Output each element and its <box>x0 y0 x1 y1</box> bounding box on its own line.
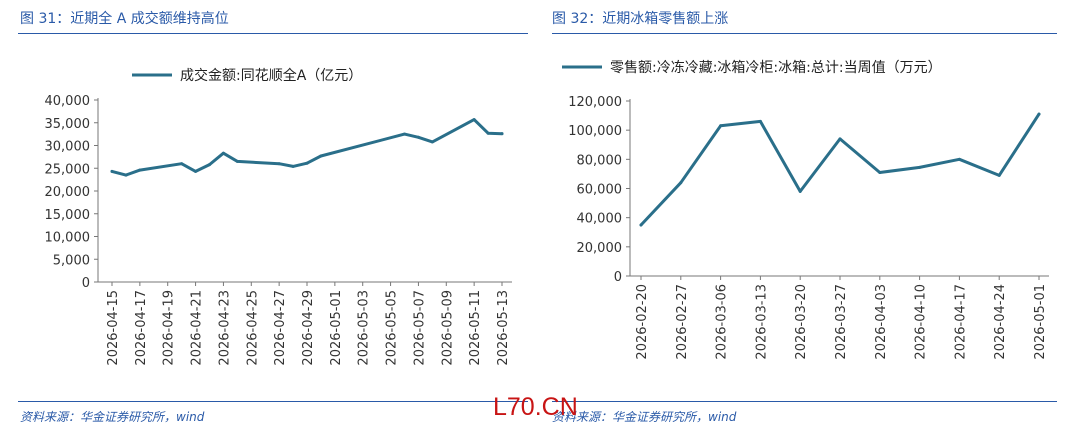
data-point <box>110 169 114 173</box>
x-tick-label: 2026-03-06 <box>715 284 730 360</box>
x-tick-label: 2026-04-15 <box>106 290 121 366</box>
x-tick-label: 2026-02-20 <box>635 284 650 360</box>
x-tick-label: 2026-04-17 <box>134 290 149 366</box>
y-tick-label: 80,000 <box>577 153 623 168</box>
watermark-text: L70.CN <box>493 393 578 421</box>
y-tick-label: 0 <box>82 276 90 291</box>
y-tick-label: 40,000 <box>577 212 623 227</box>
y-tick-label: 25,000 <box>45 162 91 177</box>
x-tick-label: 2026-04-24 <box>993 284 1008 360</box>
y-tick-label: 120,000 <box>568 95 622 110</box>
left-figure: 图 31：近期全 A 成交额维持高位 成交金额:同花顺全A（亿元） 40,000 3… <box>0 0 530 405</box>
y-tick-label: 100,000 <box>568 124 622 139</box>
right-source-note: 资料来源：华金证券研究所，wind <box>552 410 737 424</box>
data-point <box>221 151 225 155</box>
x-tick-label: 2026-04-27 <box>273 290 288 366</box>
data-point <box>472 118 476 122</box>
y-tick-label: 10,000 <box>45 231 91 246</box>
data-point <box>235 159 239 163</box>
data-point <box>291 164 295 168</box>
data-point <box>138 168 142 172</box>
data-point <box>639 223 643 227</box>
data-point <box>500 132 504 136</box>
left-chart: 成交金额:同花顺全A（亿元） 40,000 35,000 30,000 25,000 20… <box>45 67 512 366</box>
right-source-rule <box>552 401 1057 402</box>
right-figure: 图 32：近期冰箱零售额上涨 零售额:冷冻冷藏:冰箱冷柜:冰箱:总计:当周值（万… <box>552 0 1080 405</box>
legend-label: 成交金额:同花顺全A（亿元） <box>180 67 362 84</box>
x-tick-label: 2026-05-05 <box>385 290 400 366</box>
data-point <box>305 161 309 165</box>
data-point <box>416 135 420 139</box>
data-point <box>403 132 406 136</box>
data-point <box>124 173 128 177</box>
data-point <box>878 170 882 174</box>
x-tick-label: 2026-04-19 <box>162 290 177 366</box>
left-source-rule <box>18 401 528 402</box>
x-tick-label: 2026-04-17 <box>953 284 968 360</box>
data-point <box>997 173 1001 177</box>
data-point <box>1037 112 1041 116</box>
y-tick-label: 20,000 <box>45 185 91 200</box>
right-title-rule <box>552 33 1057 34</box>
y-tick-label: 30,000 <box>45 140 91 155</box>
x-tick-label: 2026-04-03 <box>874 284 889 360</box>
data-point <box>208 163 211 167</box>
left-title-rule <box>18 33 528 34</box>
x-tick-label: 2026-05-01 <box>1033 284 1048 360</box>
y-tick-label: 60,000 <box>577 183 623 198</box>
x-tick-label: 2026-03-13 <box>754 284 769 360</box>
data-point <box>719 124 723 128</box>
y-tick-label: 0 <box>614 270 622 285</box>
y-tick-label: 20,000 <box>577 241 623 256</box>
y-tick-label: 5,000 <box>53 253 90 268</box>
data-point <box>838 137 842 141</box>
data-point <box>957 157 961 161</box>
series-line <box>639 112 1041 227</box>
x-tick-label: 2026-05-13 <box>496 290 511 366</box>
data-point <box>180 162 184 166</box>
series-line <box>110 118 504 177</box>
x-tick-label: 2026-03-27 <box>834 284 849 360</box>
x-tick-label: 2026-04-10 <box>914 284 929 360</box>
x-tick-label: 2026-05-07 <box>412 290 427 366</box>
x-tick-label: 2026-04-21 <box>190 290 205 366</box>
y-tick-label: 15,000 <box>45 208 91 223</box>
x-tick-label: 2026-05-11 <box>468 290 483 366</box>
y-tick-label: 40,000 <box>45 94 91 109</box>
right-figure-title: 图 32：近期冰箱零售额上涨 <box>552 11 729 27</box>
data-point <box>277 162 281 166</box>
y-tick-label: 35,000 <box>45 117 91 132</box>
data-point <box>319 154 323 158</box>
data-point <box>918 165 922 169</box>
x-tick-label: 2026-05-01 <box>329 290 344 366</box>
left-source-note: 资料来源：华金证券研究所，wind <box>20 410 205 424</box>
x-tick-label: 2026-05-03 <box>357 290 372 366</box>
x-tick-label: 2026-05-09 <box>440 290 455 366</box>
x-tick-label: 2026-04-25 <box>245 290 260 366</box>
data-point <box>758 119 762 123</box>
left-figure-title: 图 31：近期全 A 成交额维持高位 <box>20 11 229 27</box>
right-chart: 零售额:冷冻冷藏:冰箱冷柜:冰箱:总计:当周值（万元） 120,000 100,00… <box>562 59 1049 360</box>
data-point <box>798 189 802 193</box>
x-tick-label: 2026-03-20 <box>794 284 809 360</box>
data-point <box>194 169 198 173</box>
x-tick-label: 2026-02-27 <box>675 284 690 360</box>
data-point <box>430 140 434 144</box>
x-tick-label: 2026-04-23 <box>217 290 232 366</box>
data-point <box>679 181 683 185</box>
legend-label: 零售额:冷冻冷藏:冰箱冷柜:冰箱:总计:当周值（万元） <box>610 59 942 76</box>
data-point <box>486 131 490 135</box>
x-tick-label: 2026-04-29 <box>301 290 316 366</box>
